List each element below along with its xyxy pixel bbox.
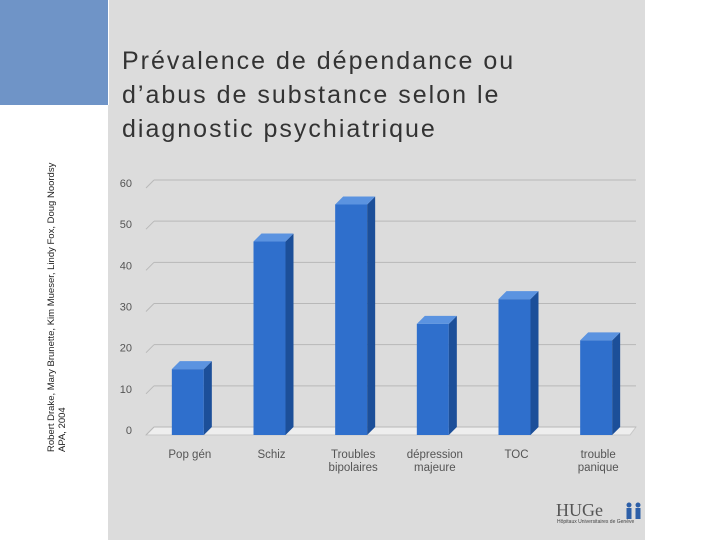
grid-diagonal <box>145 385 155 395</box>
bar-top <box>335 196 376 205</box>
x-tick-label: Pop gén <box>168 449 211 461</box>
grid-diagonal <box>145 344 155 354</box>
source-credit: Robert Drake, Mary Brunette, Kim Mueser,… <box>46 152 68 452</box>
y-tick-label: 60 <box>120 178 132 190</box>
x-tick-label: majeure <box>414 462 456 474</box>
chart-floor <box>144 426 637 436</box>
grid-diagonal <box>145 426 155 436</box>
bar-side <box>612 332 621 435</box>
bar-side <box>367 196 376 435</box>
content-panel <box>108 0 645 540</box>
logo-subtitle: Hôpitaux Universitaires de Genève <box>557 519 635 525</box>
grid-diagonal <box>145 220 155 230</box>
bar <box>253 241 286 435</box>
y-tick-label: 20 <box>120 343 132 355</box>
x-tick-label: Troubles <box>331 449 376 461</box>
corner-divider <box>108 0 109 105</box>
y-tick-label: 40 <box>120 260 132 272</box>
credit-publication: APA, 2004 <box>57 407 68 452</box>
people-icon <box>626 502 641 519</box>
y-tick-label: 30 <box>120 302 132 314</box>
x-tick-label: bipolaires <box>329 462 378 474</box>
slide-title: Prévalence de dépendance ou d’abus de su… <box>122 47 516 143</box>
bar <box>171 369 204 435</box>
grid-diagonal <box>145 303 155 312</box>
x-tick-label: trouble <box>581 449 616 461</box>
bar-top <box>580 332 621 341</box>
bar-side <box>448 315 457 435</box>
y-tick-label: 10 <box>120 384 132 396</box>
bar-top <box>498 291 539 300</box>
bar <box>335 204 368 435</box>
grid-diagonal <box>145 261 155 271</box>
bar-top <box>253 233 294 242</box>
bar-side <box>530 291 539 435</box>
x-tick-label: TOC <box>504 449 528 461</box>
y-tick-label: 0 <box>126 425 132 437</box>
x-tick-label: panique <box>578 462 619 474</box>
bar-side <box>285 233 294 435</box>
hug-logo: HUGe Hôpitaux Universitaires de Genève <box>556 500 648 528</box>
credit-authors: Robert Drake, Mary Brunette, Kim Mueser,… <box>46 162 57 452</box>
x-tick-label: dépression <box>407 449 463 461</box>
bar <box>416 323 449 435</box>
bar-side <box>203 361 212 435</box>
bar-top <box>416 315 457 324</box>
grid-diagonal <box>145 179 155 189</box>
y-tick-label: 50 <box>120 219 132 231</box>
bar-chart: 0 10 20 30 40 50 60 Pop gén Schiz Troublesbipolai… <box>120 178 637 474</box>
logo-text: HUGe <box>556 500 603 520</box>
corner-accent-block <box>0 0 108 105</box>
bar <box>498 299 531 435</box>
x-tick-label: Schiz <box>257 449 285 461</box>
bar-top <box>171 361 212 370</box>
bar <box>580 340 613 435</box>
